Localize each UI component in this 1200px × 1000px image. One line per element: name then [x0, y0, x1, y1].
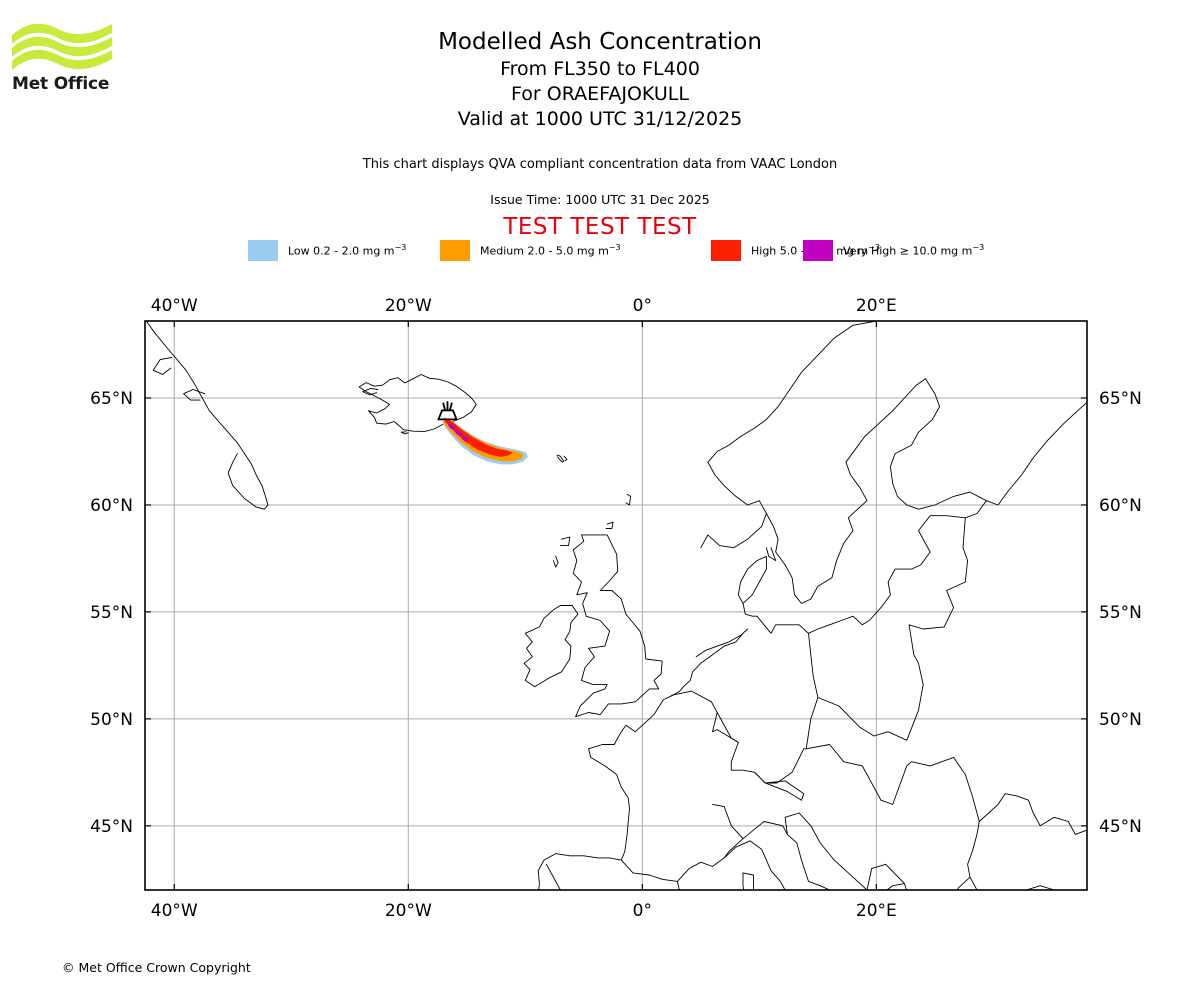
lat-tick-label-left: 65°N — [90, 389, 133, 409]
lat-tick-label-right: 55°N — [1099, 603, 1142, 623]
met-office-logo: Met Office — [12, 24, 122, 93]
issue-time: Issue Time: 1000 UTC 31 Dec 2025 — [490, 192, 710, 207]
legend-label-text: Medium 2.0 - 5.0 mg m — [480, 244, 609, 258]
lon-tick-label: 40°W — [151, 901, 198, 921]
lon-tick-label: 20°E — [856, 296, 897, 316]
legend-swatch-icon — [711, 239, 741, 261]
met-office-wordmark: Met Office — [12, 74, 110, 94]
ash-contour-very-high-1 — [454, 429, 464, 437]
legend-label: Low 0.2 - 2.0 mg m−3 — [288, 243, 406, 258]
graticule-layer — [145, 321, 1087, 890]
legend-label-text: Low 0.2 - 2.0 mg m — [288, 244, 395, 258]
qva-note: This chart displays QVA compliant concen… — [362, 157, 838, 172]
legend-label-exponent: −3 — [394, 242, 407, 252]
lon-tick-label: 20°W — [385, 296, 432, 316]
lat-tick-label-right: 60°N — [1099, 496, 1142, 516]
test-banner: TEST TEST TEST — [503, 214, 697, 240]
legend-label-exponent: −3 — [972, 242, 985, 252]
lon-tick-label: 0° — [633, 901, 652, 921]
met-office-wave-icon — [12, 24, 112, 70]
concentration-legend: Low 0.2 - 2.0 mg m−3 Medium 2.0 - 5.0 mg … — [248, 239, 988, 261]
lon-tick-label: 20°E — [856, 901, 897, 921]
ash-plume-layer — [442, 417, 528, 465]
legend-item-low: Low 0.2 - 2.0 mg m−3 — [248, 239, 406, 261]
lat-tick-label-right: 65°N — [1099, 389, 1142, 409]
legend-label-exponent: −3 — [608, 242, 621, 252]
legend-label-text: Very High ≥ 10.0 mg m — [843, 244, 973, 258]
legend-item-medium: Medium 2.0 - 5.0 mg m−3 — [440, 239, 621, 261]
lat-tick-label-left: 45°N — [90, 817, 133, 837]
lat-tick-label-right: 45°N — [1099, 817, 1142, 837]
legend-label: Very High ≥ 10.0 mg m−3 — [843, 243, 984, 258]
lat-tick-label-right: 50°N — [1099, 710, 1142, 730]
copyright-notice: © Met Office Crown Copyright — [62, 960, 251, 975]
ash-contour-very-high-2 — [461, 436, 469, 442]
legend-item-very: Very High ≥ 10.0 mg m−3 — [803, 239, 984, 261]
ash-contour-very-high-0 — [447, 422, 457, 430]
legend-swatch-icon — [248, 239, 278, 261]
lat-tick-label-left: 50°N — [90, 710, 133, 730]
lon-tick-label: 20°W — [385, 901, 432, 921]
legend-label: Medium 2.0 - 5.0 mg m−3 — [480, 243, 621, 258]
coastline-layer — [145, 321, 1087, 890]
legend-label-exponent: −3 — [868, 242, 880, 252]
legend-swatch-icon — [440, 239, 470, 261]
lon-tick-label: 0° — [633, 296, 652, 316]
lon-tick-label: 40°W — [151, 296, 198, 316]
volcano-marker — [437, 400, 458, 421]
lat-tick-label-left: 60°N — [90, 496, 133, 516]
map-border — [144, 320, 1088, 891]
axis-label-layer: 40°W 40°W 20°W 20°W 0° 0° 20°E 20°E 65°N 65°N 60°N… — [90, 296, 1142, 921]
lat-tick-label-left: 55°N — [90, 603, 133, 623]
legend-swatch-icon — [803, 239, 833, 261]
